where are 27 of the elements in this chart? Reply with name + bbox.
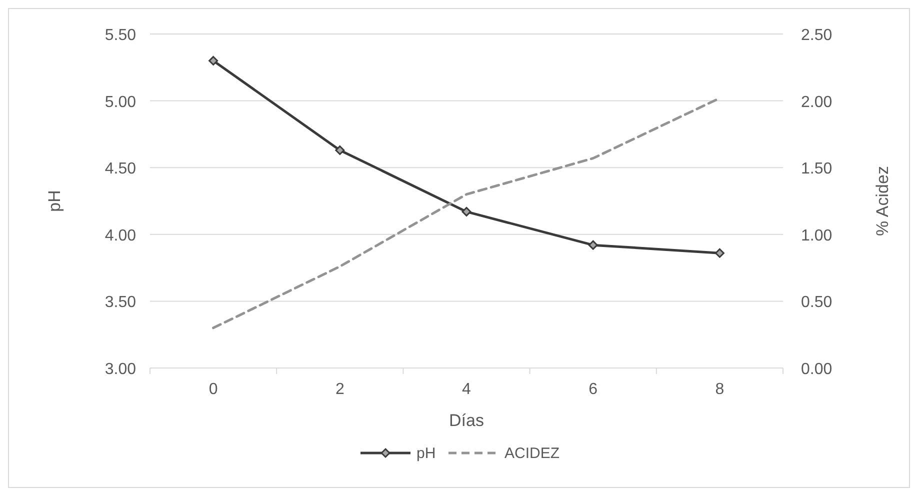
point	[462, 206, 472, 216]
y-tick-label: 3.50	[104, 294, 136, 312]
point	[335, 145, 345, 155]
y2-axis-title: % Acidez	[873, 166, 892, 236]
point	[588, 240, 598, 250]
y2-tick-label: 1.00	[801, 227, 832, 244]
legend-label: ACIDEZ	[504, 445, 560, 462]
y2-tick-label: 2.00	[801, 94, 832, 111]
y-tick-label: 4.50	[104, 160, 136, 178]
y-tick-label: 3.00	[104, 361, 136, 378]
y2-tick-label: 1.50	[801, 160, 832, 178]
x-tick-label: 8	[715, 381, 724, 398]
point	[714, 248, 724, 258]
y-axis-title: pH	[45, 190, 64, 212]
legend-label: pH	[416, 445, 436, 462]
x-tick-label: 0	[208, 381, 218, 398]
point	[208, 56, 218, 66]
y2-tick-label: 0.50	[801, 294, 832, 312]
x-axis-title: Días	[449, 411, 484, 430]
x-tick-label: 6	[588, 381, 598, 398]
y2-tick-label: 2.50	[801, 27, 832, 44]
y2-tick-label: 0.00	[801, 361, 832, 378]
y-tick-label: 5.00	[104, 94, 136, 111]
x-tick-label: 4	[462, 381, 472, 398]
y-tick-label: 4.00	[104, 227, 136, 244]
y-tick-label: 5.50	[104, 27, 136, 44]
x-tick-label: 2	[335, 381, 344, 398]
